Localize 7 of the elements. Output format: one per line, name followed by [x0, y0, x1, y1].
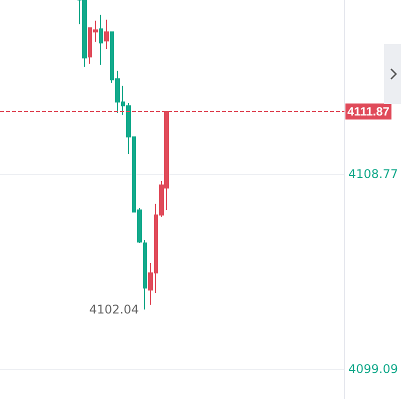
annotation: 4102.04	[89, 302, 139, 317]
y-tick-label: 4099.09	[348, 362, 398, 376]
candlestick	[104, 19, 109, 50]
y-tick-label: 4108.77	[348, 166, 398, 181]
candlestick	[99, 14, 103, 66]
ref-line-label: 4111.87	[347, 104, 390, 118]
candlestick	[143, 240, 147, 310]
